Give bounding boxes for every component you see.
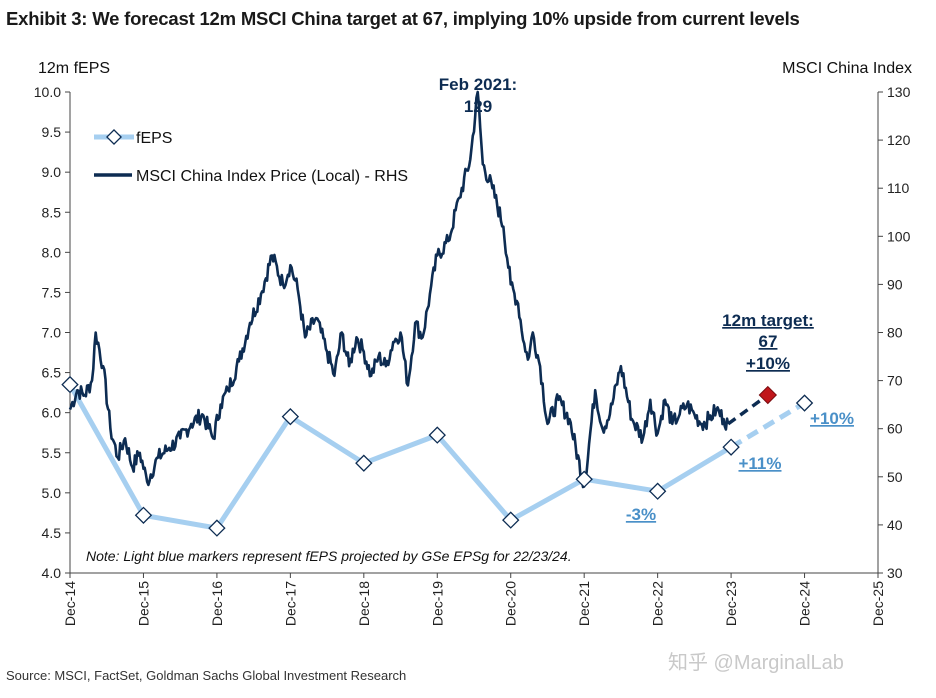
source-note: Source: MSCI, FactSet, Goldman Sachs Glo… [6, 668, 407, 683]
feps-marker [208, 519, 226, 537]
feps-marker [428, 426, 446, 444]
x-tick-label: Dec-16 [209, 581, 225, 626]
index-line [68, 90, 730, 489]
feps-marker [722, 438, 740, 456]
feps-growth-label-2023: +11% [738, 454, 781, 473]
feps-marker [281, 407, 300, 426]
left-tick-label: 4.0 [42, 565, 62, 581]
feps-growth-label-2022: -3% [626, 505, 656, 524]
right-tick-label: 60 [887, 421, 903, 437]
right-tick-label: 40 [887, 517, 903, 533]
x-tick-label: Dec-19 [429, 581, 445, 626]
index-projection-line [727, 393, 769, 426]
legend: fEPS MSCI China Index Price (Local) - RH… [94, 129, 408, 185]
x-tick-label: Dec-22 [650, 581, 666, 626]
feps-line [67, 383, 733, 531]
watermark: 知乎 @MarginalLab [668, 652, 844, 674]
target-annotation-line2: 67 [759, 332, 778, 351]
left-axis-ticks: 4.0 4.5 5.0 5.5 6.0 6.5 7.0 7.5 8.0 8.5 9.0 9.5 10.0 [34, 84, 70, 581]
index-series [68, 90, 769, 489]
x-tick-label: Dec-24 [797, 581, 813, 626]
feps-growth-label-2024: +10% [810, 409, 854, 428]
target-annotation-line3: +10% [746, 354, 790, 373]
feps-markers [61, 375, 814, 537]
left-tick-label: 6.0 [42, 405, 62, 421]
left-tick-label: 7.5 [42, 284, 62, 300]
right-tick-label: 130 [887, 84, 911, 100]
left-tick-label: 10.0 [34, 84, 61, 100]
peak-annotation-line1: Feb 2021: [439, 75, 517, 94]
left-tick-label: 5.0 [42, 485, 62, 501]
right-tick-label: 30 [887, 565, 903, 581]
x-tick-label: Dec-18 [356, 581, 372, 626]
feps-marker [61, 375, 79, 394]
x-tick-label: Dec-25 [870, 581, 886, 626]
chart-note: Note: Light blue markers represent fEPS … [86, 548, 572, 564]
legend-index-label: MSCI China Index Price (Local) - RHS [136, 168, 408, 185]
left-tick-label: 6.5 [42, 365, 62, 381]
x-tick-label: Dec-20 [503, 581, 519, 626]
left-tick-label: 9.5 [42, 124, 62, 140]
feps-series [67, 383, 806, 531]
left-tick-label: 5.5 [42, 445, 62, 461]
target-marker [758, 385, 778, 405]
right-tick-label: 50 [887, 469, 903, 485]
chart-title: Exhibit 3: We forecast 12m MSCI China ta… [6, 8, 800, 29]
right-tick-label: 70 [887, 373, 903, 389]
right-tick-label: 110 [887, 180, 910, 196]
feps-marker [134, 506, 153, 524]
target-annotation-line1: 12m target: [722, 311, 814, 330]
right-tick-label: 100 [887, 228, 911, 244]
right-axis-label: MSCI China Index [782, 60, 912, 77]
feps-projection-line [729, 400, 806, 450]
peak-annotation-line2: 129 [464, 97, 492, 116]
feps-marker [648, 482, 667, 500]
x-axis-ticks: Dec-14 Dec-15 Dec-16 Dec-17 Dec-18 Dec-19 Dec-… [62, 573, 886, 626]
left-tick-label: 9.0 [42, 164, 62, 180]
feps-marker [575, 470, 593, 488]
feps-marker [355, 454, 373, 472]
left-axis-label: 12m fEPS [38, 60, 110, 77]
x-tick-label: Dec-17 [282, 581, 298, 626]
x-tick-label: Dec-21 [576, 581, 592, 626]
left-tick-label: 7.0 [42, 325, 62, 341]
right-tick-label: 120 [887, 132, 911, 148]
x-tick-label: Dec-15 [135, 581, 151, 626]
right-tick-label: 80 [887, 325, 903, 341]
legend-feps-label: fEPS [136, 130, 172, 147]
right-axis-ticks: 30 40 50 60 70 80 90 100 110 120 130 [878, 84, 911, 581]
x-tick-label: Dec-14 [62, 581, 78, 626]
right-tick-label: 90 [887, 276, 903, 292]
left-tick-label: 8.0 [42, 244, 62, 260]
x-tick-label: Dec-23 [723, 581, 739, 626]
left-tick-label: 4.5 [42, 525, 62, 541]
feps-marker [795, 394, 814, 412]
feps-marker [502, 511, 520, 529]
legend-feps-marker [106, 129, 122, 145]
left-tick-label: 8.5 [42, 204, 62, 220]
